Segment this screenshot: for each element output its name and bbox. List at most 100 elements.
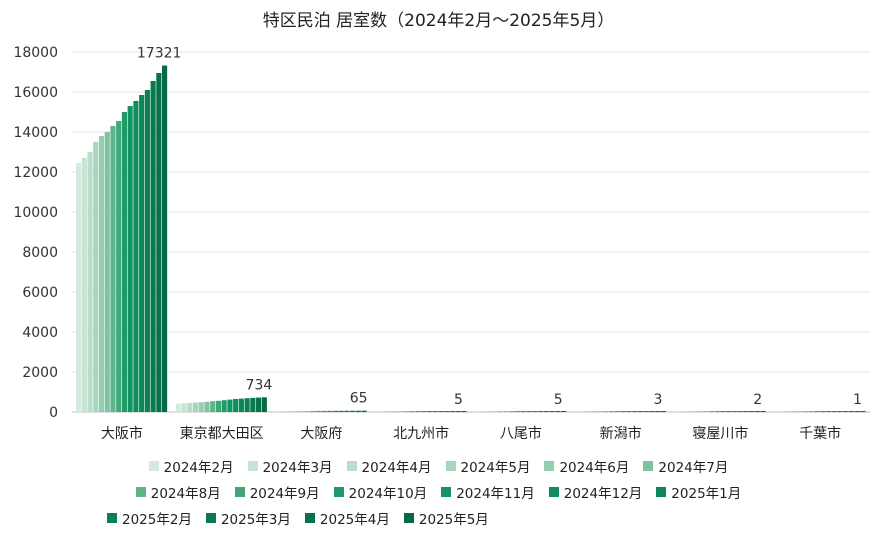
legend-label: 2025年5月 bbox=[418, 512, 489, 528]
bar bbox=[503, 411, 509, 412]
legend-item: 2025年4月 bbox=[304, 508, 390, 528]
bar bbox=[449, 411, 455, 412]
legend-label: 2025年1月 bbox=[671, 486, 742, 502]
bar bbox=[361, 410, 367, 412]
bar bbox=[344, 410, 350, 412]
legend-swatch bbox=[247, 461, 258, 471]
bar bbox=[760, 411, 766, 412]
bar bbox=[455, 411, 461, 412]
bar bbox=[315, 410, 321, 412]
bar bbox=[837, 411, 843, 412]
x-tick-label: 大阪府 bbox=[300, 426, 342, 442]
bar bbox=[116, 121, 122, 412]
legend-swatch bbox=[643, 461, 654, 471]
legend-label: 2025年3月 bbox=[220, 512, 291, 528]
bar bbox=[227, 399, 233, 412]
bar bbox=[649, 411, 655, 412]
bar bbox=[175, 403, 181, 412]
legend-label: 2024年7月 bbox=[658, 460, 729, 476]
bar bbox=[350, 410, 356, 412]
legend-item: 2024年12月 bbox=[548, 482, 642, 502]
bar bbox=[620, 411, 626, 412]
bar bbox=[685, 411, 692, 412]
legend-swatch bbox=[403, 513, 414, 523]
y-tick-label: 16000 bbox=[13, 85, 58, 101]
bar bbox=[697, 411, 703, 412]
bar bbox=[162, 65, 168, 412]
bar bbox=[825, 411, 831, 412]
bar bbox=[860, 411, 866, 412]
bar bbox=[497, 411, 504, 412]
x-tick-label: 新潟市 bbox=[600, 425, 642, 442]
legend-swatch bbox=[304, 513, 315, 523]
bar bbox=[614, 411, 621, 412]
bar bbox=[743, 411, 749, 412]
bar bbox=[520, 411, 527, 412]
legend-item: 2024年4月 bbox=[346, 456, 432, 476]
bar bbox=[597, 411, 603, 412]
bar bbox=[275, 411, 281, 412]
y-tick-label: 12000 bbox=[13, 165, 58, 181]
bar bbox=[843, 411, 849, 412]
bar bbox=[785, 411, 791, 412]
y-tick-label: 18000 bbox=[13, 45, 58, 61]
bar bbox=[486, 411, 492, 412]
bar bbox=[680, 411, 686, 412]
bar bbox=[474, 411, 481, 412]
legend-label: 2024年10月 bbox=[348, 486, 428, 502]
bar bbox=[110, 126, 116, 412]
legend-swatch bbox=[135, 487, 146, 497]
legend-swatch bbox=[205, 513, 216, 523]
chart-title: 特区民泊 居室数（2024年2月～2025年5月） bbox=[262, 11, 615, 31]
bar bbox=[298, 411, 304, 412]
legend-label: 2025年2月 bbox=[122, 512, 192, 528]
bar bbox=[814, 411, 820, 412]
bar bbox=[708, 411, 715, 412]
bar bbox=[603, 411, 609, 412]
bar bbox=[98, 136, 105, 412]
bar bbox=[660, 411, 666, 412]
bar bbox=[643, 411, 649, 412]
bar bbox=[415, 411, 421, 412]
bar bbox=[192, 402, 199, 412]
bar bbox=[737, 411, 743, 412]
bar bbox=[187, 402, 193, 412]
y-tick-label: 10000 bbox=[13, 205, 58, 221]
bar bbox=[233, 399, 239, 412]
legend-swatch bbox=[656, 487, 667, 497]
legend-swatch bbox=[548, 487, 559, 497]
bar bbox=[848, 411, 854, 412]
bar bbox=[87, 152, 93, 412]
bar bbox=[392, 411, 398, 412]
x-tick-label: 八尾市 bbox=[500, 425, 542, 442]
bar bbox=[655, 411, 661, 412]
legend-label: 2024年11月 bbox=[456, 486, 535, 502]
legend-swatch bbox=[441, 487, 452, 497]
bar bbox=[156, 73, 162, 412]
legend-swatch bbox=[445, 461, 456, 471]
bar bbox=[802, 411, 809, 412]
bar bbox=[637, 411, 643, 412]
bar bbox=[591, 411, 598, 412]
bar bbox=[580, 411, 586, 412]
bar bbox=[338, 410, 344, 412]
bar bbox=[749, 411, 755, 412]
bar bbox=[726, 411, 732, 412]
bar bbox=[791, 411, 797, 412]
legend-swatch bbox=[333, 487, 344, 497]
bar bbox=[304, 411, 310, 412]
bar bbox=[515, 411, 521, 412]
bar bbox=[691, 411, 697, 412]
bar bbox=[250, 397, 256, 412]
y-tick-label: 14000 bbox=[13, 125, 58, 141]
data-label: 5 bbox=[554, 392, 563, 408]
legend-label: 2024年8月 bbox=[150, 486, 221, 502]
bar bbox=[586, 411, 592, 412]
bar bbox=[210, 401, 216, 412]
bar bbox=[198, 402, 204, 412]
bar bbox=[480, 411, 486, 412]
bar bbox=[261, 397, 267, 412]
bar bbox=[375, 411, 381, 412]
bar bbox=[127, 106, 133, 412]
legend-item: 2024年11月 bbox=[441, 482, 535, 502]
